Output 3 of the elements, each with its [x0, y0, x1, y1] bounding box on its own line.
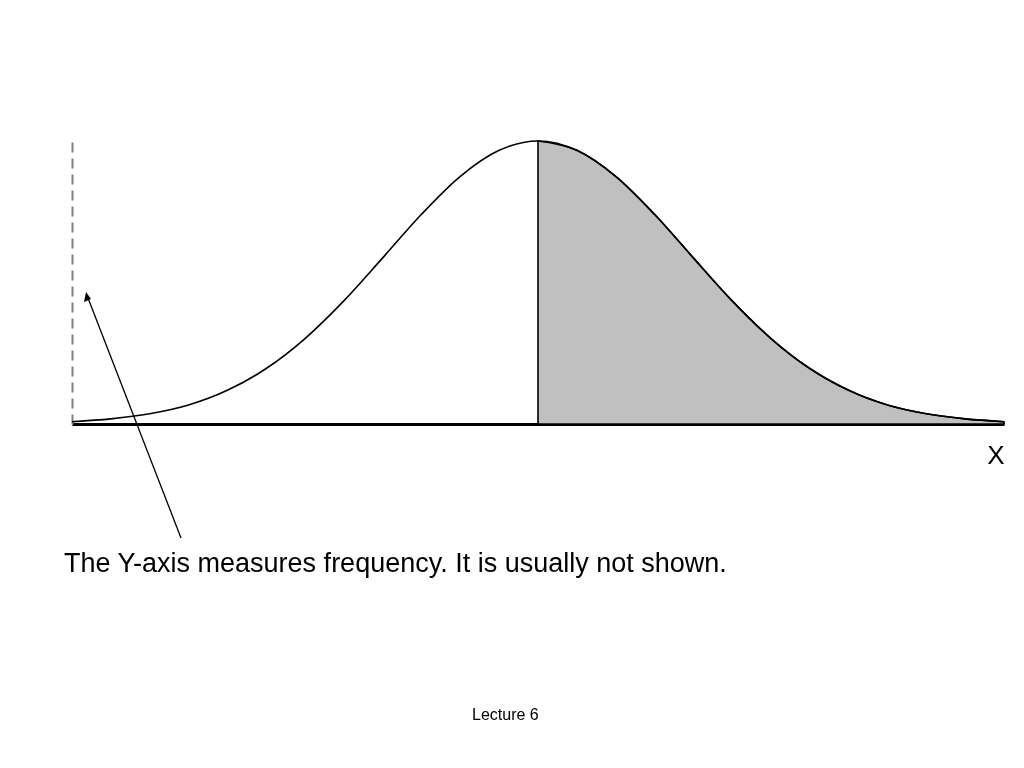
x-axis-title: X: [987, 439, 1005, 470]
text: The Y-axis measures frequency. It is usually not shown.: [64, 548, 727, 579]
text: Lecture 6: [472, 706, 539, 724]
